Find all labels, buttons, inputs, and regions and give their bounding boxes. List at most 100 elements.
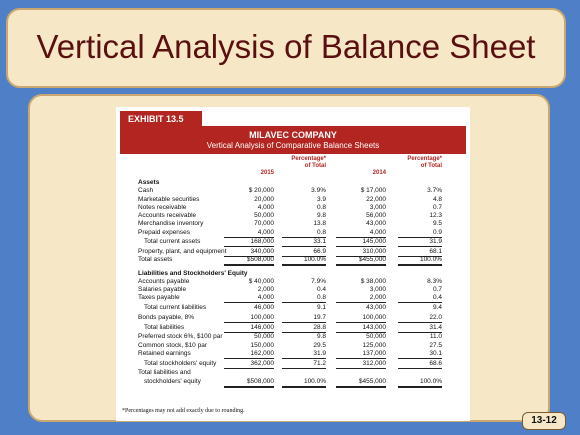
- row-label: Salaries payable: [138, 286, 187, 293]
- exhibit-rule: [120, 126, 466, 128]
- table-row: Liabilities and Stockholders' Equity: [116, 270, 470, 278]
- percent-2015-cell: 100.0%: [282, 256, 326, 267]
- section-heading: Assets: [138, 179, 160, 186]
- table-row: Total liabilities and: [116, 369, 470, 377]
- row-label: Merchandise inventory: [138, 220, 204, 228]
- amount-2014-cell: 56,000: [366, 212, 386, 219]
- row-label: stockholders' equity: [144, 377, 201, 385]
- table-row: Assets: [116, 179, 470, 187]
- amount-2014-cell: 125,000: [362, 341, 387, 349]
- section-heading: Liabilities and Stockholders' Equity: [138, 269, 248, 277]
- row-label: Accounts receivable: [138, 212, 197, 219]
- percent-2014-cell: 11.0: [429, 333, 442, 341]
- exhibit-label: EXHIBIT 13.5: [120, 111, 202, 127]
- amount-2015-cell: $508,000: [224, 256, 274, 267]
- column-header-pct-2015-line1: Percentage*: [291, 156, 326, 162]
- statement-subtitle: Vertical Analysis of Comparative Balance…: [206, 141, 380, 150]
- percent-2015-cell: 66.9: [282, 248, 326, 257]
- row-label: Total assets: [138, 256, 173, 264]
- table-row: Total liabilities 146,000 28.8 143,000 31.4: [116, 323, 470, 333]
- percent-2014-cell: 0.7: [432, 286, 442, 293]
- amount-2014-cell: 100,000: [336, 314, 386, 323]
- percent-2014-cell: 0.4: [398, 294, 442, 304]
- percent-2014-cell: 3.7%: [427, 187, 442, 195]
- percent-2015-cell: 33.1: [282, 238, 326, 248]
- percent-2014-cell: 31.9: [398, 238, 442, 248]
- table-row: Taxes payable 4,000 0.8 2,000 0.4: [116, 294, 470, 304]
- company-name: MILAVEC COMPANY: [249, 130, 337, 140]
- table-row: Total current liabilities 46,000 9.1 43,000…: [116, 304, 470, 312]
- percent-2014-cell: 12.3: [429, 212, 442, 219]
- rounding-footnote: *Percentages may not add exactly due to …: [122, 408, 245, 414]
- balance-sheet-rows: Assets Cash $ 20,000 3.9% $ 17,000 3.7% Market…: [116, 107, 470, 421]
- row-label: Retained earnings: [138, 349, 191, 357]
- percent-2014-cell: 31.4: [398, 324, 442, 333]
- amount-2014-cell: 3,000: [369, 203, 386, 211]
- percent-2014-cell: 27.5: [429, 341, 442, 349]
- amount-2015-cell: 2,000: [257, 286, 274, 293]
- amount-2014-cell: 310,000: [336, 248, 386, 257]
- table-row: Accounts payable $ 40,000 7.9% $ 38,000 8.3%: [116, 278, 470, 286]
- amount-2015-cell: 50,000: [254, 212, 274, 219]
- amount-2014-cell: 3,000: [369, 286, 386, 293]
- exhibit-table: EXHIBIT 13.5 MILAVEC COMPANY Vertical An…: [116, 107, 470, 421]
- row-label: Total liabilities: [144, 323, 185, 331]
- amount-2014-cell: $ 38,000: [360, 277, 386, 285]
- amount-2015-cell: 150,000: [250, 341, 275, 349]
- column-header-pct-2015-line2: of Total: [304, 163, 326, 169]
- row-label: Prepaid expenses: [138, 228, 191, 236]
- percent-2015-cell: 29.5: [313, 341, 326, 349]
- amount-2014-cell: $455,000: [336, 378, 386, 388]
- percent-2015-cell: 0.8: [282, 229, 326, 238]
- table-row: Retained earnings 162,000 31.9 137,000 30.1: [116, 349, 470, 359]
- amount-2015-cell: 168,000: [224, 238, 274, 248]
- amount-2014-cell: 312,000: [336, 360, 386, 369]
- percent-2014-cell: 0.7: [432, 203, 442, 211]
- table-row: stockholders' equity $508,000 100.0% $455,0…: [116, 377, 470, 388]
- row-label: Marketable securities: [138, 195, 200, 203]
- percent-2015-cell: 0.4: [316, 286, 326, 293]
- table-row: Marketable securities 20,000 3.9 22,000 4.8: [116, 196, 470, 204]
- amount-2014-cell: 137,000: [336, 350, 386, 359]
- table-row: Common stock, $10 par 150,000 29.5 125,000 2…: [116, 342, 470, 350]
- row-label: Total liabilities and: [138, 369, 191, 377]
- amount-2014-cell: 43,000: [366, 220, 386, 228]
- row-label: Notes receivable: [138, 203, 187, 211]
- amount-2015-cell: 50,000: [254, 333, 274, 341]
- percent-2015-cell: 9.8: [316, 333, 326, 341]
- amount-2015-cell: 4,000: [224, 229, 274, 238]
- table-row: Total current assets 168,000 33.1 145,000 31…: [116, 238, 470, 248]
- table-row: Notes receivable 4,000 0.8 3,000 0.7: [116, 204, 470, 212]
- row-label: Property, plant, and equipment: [138, 248, 227, 255]
- table-row: Salaries payable 2,000 0.4 3,000 0.7: [116, 286, 470, 294]
- amount-2014-cell: 50,000: [366, 333, 386, 341]
- table-row: Total stockholders' equity 362,000 71.2 312…: [116, 360, 470, 369]
- table-row: Cash $ 20,000 3.9% $ 17,000 3.7%: [116, 187, 470, 195]
- row-label: Common stock, $10 par: [138, 341, 208, 349]
- column-header-2014: 2014: [372, 170, 386, 176]
- percent-2014-cell: 9.4: [432, 304, 442, 311]
- slide-title: Vertical Analysis of Balance Sheet: [36, 28, 536, 65]
- amount-2015-cell: 340,000: [224, 248, 274, 257]
- percent-2015-cell: 7.9%: [311, 277, 326, 285]
- row-label: Taxes payable: [138, 294, 180, 302]
- percent-2015-cell: 3.9%: [311, 187, 326, 195]
- amount-2015-cell: 4,000: [257, 203, 274, 211]
- amount-2015-cell: 162,000: [224, 350, 274, 359]
- percent-2015-cell: 9.8: [316, 212, 326, 219]
- amount-2015-cell: 70,000: [254, 220, 274, 228]
- table-row: Preferred stock 6%, $100 par 50,000 9.8 50,…: [116, 333, 470, 341]
- table-row: Property, plant, and equipment 340,000 66.…: [116, 248, 470, 257]
- percent-2015-cell: 71.2: [282, 360, 326, 369]
- amount-2014-cell: 145,000: [336, 238, 386, 248]
- table-row: Total assets $508,000 100.0% $455,000 100.0%: [116, 256, 470, 267]
- column-header-2015: 2015: [260, 170, 274, 176]
- percent-2014-cell: 68.6: [398, 360, 442, 369]
- page-number-badge: 13-12: [522, 412, 566, 430]
- table-row: Prepaid expenses 4,000 0.8 4,000 0.9: [116, 228, 470, 238]
- amount-2014-cell: $455,000: [336, 256, 386, 267]
- table-row: Merchandise inventory 70,000 13.8 43,000 9.5: [116, 220, 470, 228]
- percent-2015-cell: 13.8: [313, 220, 326, 228]
- percent-2015-cell: 31.9: [282, 350, 326, 359]
